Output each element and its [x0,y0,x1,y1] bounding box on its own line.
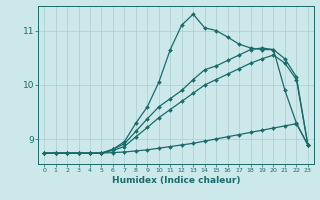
X-axis label: Humidex (Indice chaleur): Humidex (Indice chaleur) [112,176,240,185]
